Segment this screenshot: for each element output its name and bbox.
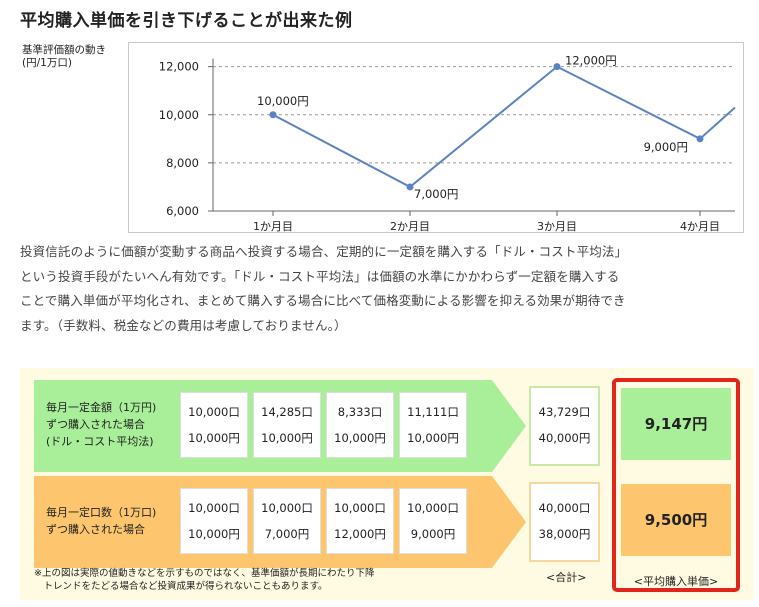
total-units: 40,000口 [538,501,591,515]
average-price-fixed-amount: 9,147円 [621,388,731,460]
line-chart: 6,000 8,000 10,000 12,000 1か月目 2か月目 3か月目 4か月目 10… [128,42,744,233]
month-cell: 10,000口 7,000円 [253,488,321,554]
row-label-line: 毎月一定金額（1万円) [46,401,157,414]
total-fixed-units: 40,000口 38,000円 [529,482,600,562]
data-label: 9,000円 [644,140,688,154]
y-tick-label: 10,000 [159,108,199,122]
page-title: 平均購入単価を引き下げることが出来た例 [20,11,353,31]
y-tick-label: 6,000 [166,204,199,218]
y-axis-caption: 基準評価額の動き (円/1万口) [22,44,106,70]
y-axis-caption-line: 基準評価額の動き [22,44,106,56]
row-label-line: ずつ購入された場合 [46,418,145,431]
total-amount: 38,000円 [538,527,591,541]
series-line [272,65,736,189]
x-tick-label: 2か月目 [390,220,430,233]
cell-amount: 10,000円 [261,431,313,445]
comparison-panel: 毎月一定金額（1万円) ずつ購入された場合 (ドル・コスト平均法) 10,000… [20,368,754,600]
footnote: ※上の図は実際の値動きなどを示すものではなく、基準価額が長期にわたり下降 トレン… [34,567,534,593]
fixed-units-row: 毎月一定口数（1万口) ずつ購入された場合 10,000口 10,000円 10… [34,476,526,568]
cell-units: 11,111口 [407,405,459,419]
cell-units: 10,000口 [188,405,240,419]
paragraph-line: 投資信託のように価額が変動する商品へ投資する場合、定期的に一定額を購入する「ドル… [20,244,628,259]
row-label-line: (ドル・コスト平均法) [46,435,154,448]
data-point [696,135,704,143]
cell-amount: 10,000円 [407,431,459,445]
cell-amount: 10,000円 [334,431,386,445]
month-cell: 11,111口 10,000円 [399,392,467,458]
cell-amount: 10,000円 [188,431,240,445]
paragraph-line: ことで購入単価が平均化され、まとめて購入する場合に比べて価格変動による影響を抑え… [20,293,626,308]
cell-units: 10,000口 [407,501,459,515]
average-price-fixed-units: 9,500円 [621,484,731,556]
chart-svg: 6,000 8,000 10,000 12,000 1か月目 2か月目 3か月目 4か月目 10… [159,54,736,233]
x-tick-label: 3か月目 [537,220,577,233]
paragraph-line: ます。（手数料、税金などの費用は考慮しておりません。） [20,317,347,333]
paragraph-line: という投資手段がたいへん有効です。「ドル・コスト平均法」は価額の水準にかかわらず… [20,268,620,284]
total-fixed-amount: 43,729口 40,000円 [529,386,600,466]
cell-amount: 12,000円 [334,527,386,541]
cell-amount: 9,000円 [410,527,456,541]
data-label: 10,000円 [257,94,309,108]
fixed-amount-label: 毎月一定金額（1万円) ずつ購入された場合 (ドル・コスト平均法) [46,399,156,450]
cell-units: 8,333口 [337,405,383,419]
fixed-units-label: 毎月一定口数（1万口) ずつ購入された場合 [46,504,156,538]
cell-amount: 7,000円 [264,527,310,541]
x-tick-label: 4か月目 [680,220,720,233]
average-price-highlight: 9,147円 9,500円 <平均購入単価> [612,378,740,592]
x-tick-label: 1か月目 [253,220,293,233]
fixed-amount-row: 毎月一定金額（1万円) ずつ購入された場合 (ドル・コスト平均法) 10,000… [34,380,526,472]
month-cell: 8,333口 10,000円 [326,392,394,458]
total-amount: 40,000円 [538,431,591,445]
description-paragraph: 投資信託のように価額が変動する商品へ投資する場合、定期的に一定額を購入する「ドル… [20,240,752,338]
data-label: 12,000円 [565,54,617,68]
total-units: 43,729口 [538,405,591,419]
month-cell: 10,000口 12,000円 [326,488,394,554]
y-tick-label: 8,000 [166,156,199,170]
month-cell: 10,000口 9,000円 [399,488,467,554]
cell-units: 10,000口 [261,501,313,515]
data-label: 7,000円 [414,187,458,201]
footnote-line: トレンドをたどる場合など投資成果が得られないこともあります。 [34,581,328,592]
month-cell: 10,000口 10,000円 [180,488,248,554]
month-cell: 14,285口 10,000円 [253,392,321,458]
cell-units: 10,000口 [334,501,386,515]
data-point [553,63,561,71]
average-price-caption: <平均購入単価> [633,575,719,588]
footnote-line: ※上の図は実際の値動きなどを示すものではなく、基準価額が長期にわたり下降 [34,568,375,579]
row-label-line: 毎月一定口数（1万口) [46,506,157,519]
y-tick-label: 12,000 [159,60,199,74]
row-label-line: ずつ購入された場合 [46,523,145,536]
data-point [406,183,414,191]
data-point [269,111,277,119]
y-axis-caption-unit: (円/1万口) [22,57,72,69]
cell-units: 10,000口 [188,501,240,515]
cell-amount: 10,000円 [188,527,240,541]
total-caption: <合計> [546,571,587,584]
cell-units: 14,285口 [261,405,313,419]
month-cell: 10,000口 10,000円 [180,392,248,458]
